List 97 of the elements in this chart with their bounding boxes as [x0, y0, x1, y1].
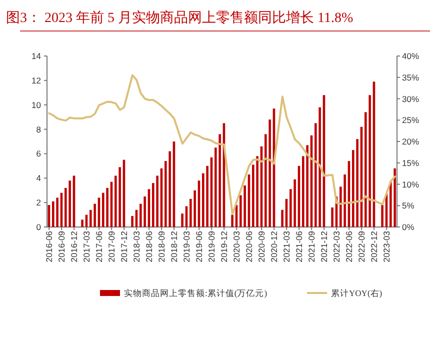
bar: [306, 145, 308, 227]
x-tick-label: 2016-12: [69, 230, 80, 262]
bar: [64, 188, 67, 227]
bar: [364, 112, 367, 227]
y2-tick-label: 25%: [402, 115, 420, 126]
x-tick-label: 2018-03: [132, 230, 142, 262]
bar: [81, 220, 84, 227]
bar: [314, 123, 317, 227]
x-tick-label: 2020-12: [269, 230, 280, 262]
x-tick-label: 2016-06: [44, 230, 54, 262]
bar: [244, 185, 246, 227]
bar: [352, 150, 354, 227]
x-tick-label: 2021-12: [319, 230, 330, 262]
y2-tick-label: 40%: [402, 51, 420, 61]
x-tick-label: 2021-03: [282, 230, 292, 262]
bar: [131, 216, 134, 227]
bar: [214, 148, 217, 227]
y2-tick-label: 30%: [402, 94, 420, 104]
bar: [206, 166, 208, 227]
legend-label: 累计YOY(右): [331, 288, 382, 298]
chart-title: 图3： 2023 年前 5 月实物商品网上零售额同比增长 11.8%: [6, 10, 354, 26]
bar: [294, 179, 296, 227]
x-tick-label: 2018-12: [169, 230, 180, 262]
bar: [356, 139, 358, 227]
x-tick-label: 2019-09: [206, 230, 217, 262]
legend-label: 实物商品网上零售额:累计值(万亿元): [124, 288, 268, 298]
bar: [344, 174, 346, 227]
y-tick-label: 0: [36, 222, 42, 232]
x-tick-label: 2018-09: [156, 230, 167, 262]
bar: [252, 164, 254, 227]
bar: [152, 183, 154, 227]
bar: [231, 214, 234, 227]
bar: [90, 210, 92, 227]
bar: [156, 176, 158, 227]
x-tick-label: 2017-06: [94, 230, 104, 262]
y-tick-label: 12: [32, 75, 42, 86]
bar: [281, 210, 284, 227]
x-tick-label: 2021-06: [294, 230, 304, 262]
x-tick-label: 2021-09: [306, 230, 317, 262]
bar: [218, 134, 221, 227]
x-tick-label: 2019-06: [194, 230, 204, 262]
bar: [240, 195, 242, 227]
bar: [368, 95, 371, 227]
bar: [268, 120, 271, 227]
x-tick-label: 2017-09: [106, 230, 117, 262]
bar: [340, 186, 342, 227]
bar: [394, 168, 396, 227]
bar: [256, 156, 258, 227]
bar: [106, 188, 108, 227]
bar: [390, 182, 392, 227]
x-tick-label: 2022-09: [356, 230, 367, 262]
x-tick-label: 2022-12: [369, 230, 380, 262]
bar: [264, 134, 267, 227]
bar: [202, 173, 204, 227]
y2-tick-label: 10%: [402, 179, 420, 190]
bar: [164, 161, 167, 227]
bar: [194, 190, 196, 227]
x-tick-label: 2016-09: [56, 230, 67, 262]
x-tick-label: 2017-12: [119, 230, 130, 262]
bar: [102, 192, 104, 227]
x-tick-label: 2020-09: [256, 230, 267, 262]
bar: [290, 189, 292, 227]
y2-tick-label: 0%: [402, 222, 415, 232]
y-tick-label: 2: [36, 198, 42, 208]
bar: [302, 156, 304, 227]
x-tick-label: 2023-03: [382, 230, 392, 262]
bar: [381, 205, 384, 227]
y2-tick-label: 35%: [402, 72, 420, 82]
y-tick-label: 8: [36, 124, 42, 134]
bar: [68, 180, 71, 227]
bar: [56, 198, 58, 227]
bar: [94, 204, 96, 227]
bar: [168, 151, 171, 227]
bar: [181, 214, 184, 227]
y2-tick-label: 5%: [402, 200, 415, 211]
y-tick-label: 10: [32, 100, 42, 110]
x-tick-label: 2017-03: [82, 230, 92, 262]
y2-tick-label: 15%: [402, 158, 420, 168]
bar: [118, 167, 121, 227]
y-tick-label: 6: [36, 148, 42, 159]
bar: [52, 201, 54, 227]
x-tick-label: 2022-06: [344, 230, 354, 262]
bar: [318, 107, 321, 227]
bar: [114, 176, 117, 227]
x-tick-label: 2019-12: [219, 230, 230, 262]
x-tick-label: 2019-03: [182, 230, 192, 262]
bar: [140, 204, 142, 227]
bar: [144, 196, 146, 227]
bar: [190, 198, 192, 227]
bar: [331, 207, 334, 227]
y-tick-label: 4: [36, 173, 42, 184]
x-tick-label: 2020-06: [244, 230, 254, 262]
x-tick-label: 2020-03: [232, 230, 242, 262]
y2-tick-label: 20%: [402, 136, 420, 146]
y-tick-label: 14: [32, 51, 42, 61]
x-tick-label: 2018-06: [144, 230, 154, 262]
x-tick-label: 2022-03: [332, 230, 342, 262]
